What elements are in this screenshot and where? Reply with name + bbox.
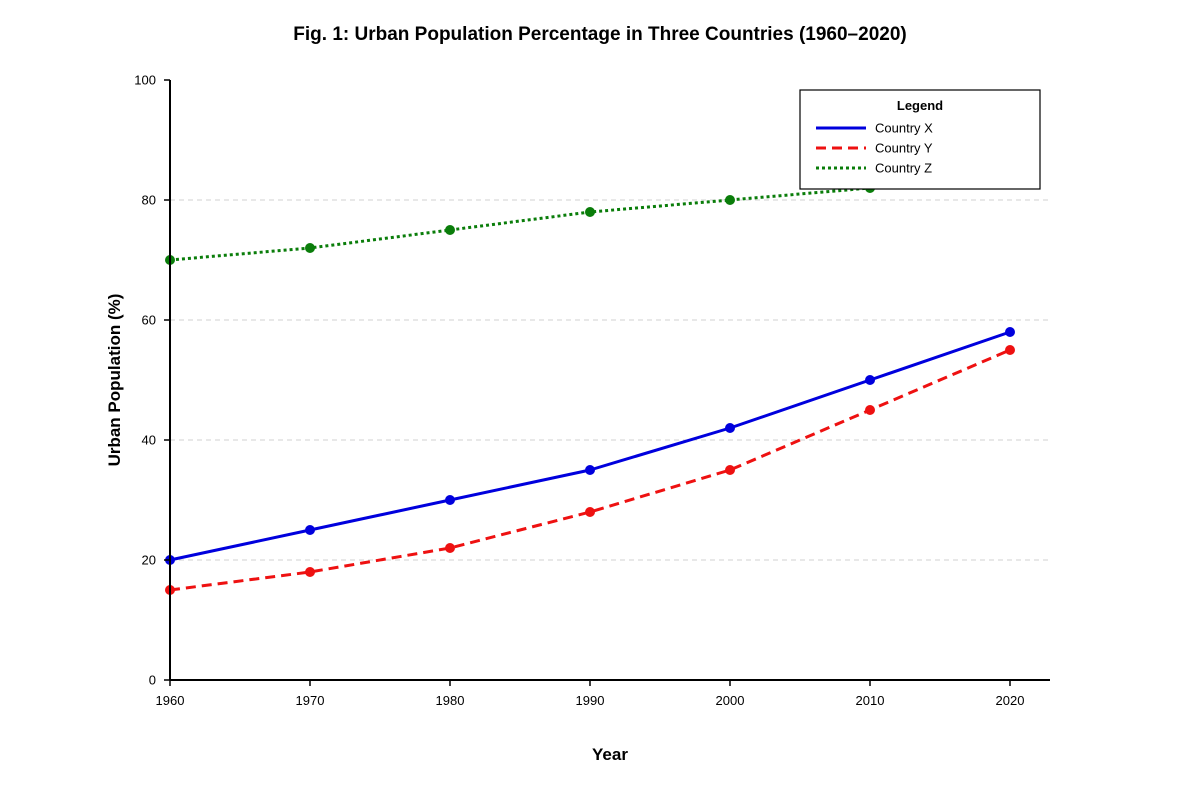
chart-title: Fig. 1: Urban Population Percentage in T… — [293, 24, 906, 45]
legend: Legend Country X Country Y Country Z — [799, 89, 1041, 190]
data-point-country-y — [585, 507, 595, 517]
data-point-country-z — [725, 195, 735, 205]
legend-label-country-z: Country Z — [875, 161, 932, 176]
data-point-country-y — [725, 465, 735, 475]
data-point-country-y — [305, 567, 315, 577]
x-tick-label: 2010 — [856, 693, 885, 708]
y-tick-label: 40 — [142, 433, 156, 448]
legend-label-country-x: Country X — [875, 121, 933, 136]
data-point-country-y — [1005, 345, 1015, 355]
data-point-country-x — [725, 423, 735, 433]
x-tick-label: 1970 — [296, 693, 325, 708]
data-point-country-z — [585, 207, 595, 217]
x-tick-label: 1990 — [576, 693, 605, 708]
data-point-country-x — [865, 375, 875, 385]
y-tick-label: 20 — [142, 553, 156, 568]
data-point-country-x — [1005, 327, 1015, 337]
y-tick-label: 80 — [142, 193, 156, 208]
y-tick-label: 60 — [142, 313, 156, 328]
data-point-country-x — [585, 465, 595, 475]
data-point-country-z — [305, 243, 315, 253]
y-axis-label: Urban Population (%) — [105, 294, 124, 467]
x-tick-label: 2000 — [716, 693, 745, 708]
x-axis-label: Year — [592, 745, 628, 764]
x-tick-label: 1980 — [436, 693, 465, 708]
series-line-country-x — [169, 330, 1011, 562]
grid-lines — [170, 199, 1050, 561]
x-tick-label: 2020 — [996, 693, 1025, 708]
x-tick-label: 1960 — [156, 693, 185, 708]
data-point-country-x — [445, 495, 455, 505]
series-layer — [165, 165, 1015, 595]
y-tick-label: 100 — [134, 73, 156, 88]
y-tick-label: 0 — [149, 673, 156, 688]
axes: 0 20 40 60 80 100 1960 1970 1980 1990 2000 2010 2020 — [134, 73, 1050, 708]
data-point-country-y — [865, 405, 875, 415]
data-point-country-z — [445, 225, 455, 235]
legend-title: Legend — [897, 98, 943, 113]
legend-label-country-y: Country Y — [875, 141, 933, 156]
data-point-country-y — [445, 543, 455, 553]
legend-box — [799, 89, 1041, 190]
data-point-country-x — [305, 525, 315, 535]
